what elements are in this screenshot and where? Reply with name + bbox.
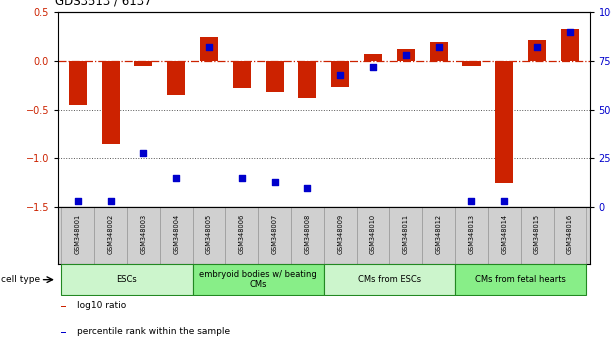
Bar xyxy=(488,207,521,264)
Bar xyxy=(167,61,185,95)
Text: GSM348013: GSM348013 xyxy=(469,214,475,254)
Text: GSM348004: GSM348004 xyxy=(173,214,179,255)
Bar xyxy=(422,207,455,264)
Point xyxy=(139,150,148,155)
Bar xyxy=(324,264,455,295)
Text: CMs from fetal hearts: CMs from fetal hearts xyxy=(475,275,566,284)
Text: embryoid bodies w/ beating
CMs: embryoid bodies w/ beating CMs xyxy=(199,270,317,289)
Bar xyxy=(455,207,488,264)
Point xyxy=(73,198,82,204)
Point xyxy=(368,64,378,70)
Bar xyxy=(554,207,587,264)
Text: log10 ratio: log10 ratio xyxy=(76,301,126,310)
Bar xyxy=(291,207,324,264)
Point xyxy=(106,198,115,204)
Bar xyxy=(61,207,94,264)
Text: GSM348006: GSM348006 xyxy=(239,214,245,255)
Text: CMs from ESCs: CMs from ESCs xyxy=(358,275,421,284)
Bar xyxy=(101,61,120,144)
Text: GSM348016: GSM348016 xyxy=(567,214,573,254)
Point xyxy=(237,175,247,181)
Point xyxy=(269,179,279,185)
Bar xyxy=(496,61,513,183)
Point xyxy=(401,52,411,58)
Bar xyxy=(266,61,284,92)
Point xyxy=(335,72,345,78)
Bar xyxy=(397,49,415,61)
Bar xyxy=(200,37,218,61)
Text: GSM348009: GSM348009 xyxy=(337,214,343,254)
Text: GSM348002: GSM348002 xyxy=(108,214,114,255)
Point xyxy=(302,185,312,190)
Point xyxy=(499,198,509,204)
Bar xyxy=(561,29,579,61)
Bar xyxy=(225,207,258,264)
Text: GSM348010: GSM348010 xyxy=(370,214,376,254)
Text: GSM348014: GSM348014 xyxy=(501,214,507,254)
Text: GSM348015: GSM348015 xyxy=(534,214,540,254)
Bar xyxy=(528,40,546,61)
Point xyxy=(171,175,181,181)
Text: GSM348012: GSM348012 xyxy=(436,214,442,254)
Text: cell type: cell type xyxy=(1,275,40,284)
Bar xyxy=(159,207,192,264)
Text: percentile rank within the sample: percentile rank within the sample xyxy=(76,327,230,336)
Bar xyxy=(455,264,587,295)
Text: GSM348008: GSM348008 xyxy=(304,214,310,255)
Bar xyxy=(357,207,389,264)
Bar xyxy=(233,61,251,88)
Point xyxy=(467,198,477,204)
Bar xyxy=(324,207,357,264)
Text: GDS3513 / 6137: GDS3513 / 6137 xyxy=(55,0,152,7)
Point xyxy=(532,45,542,50)
Bar xyxy=(331,61,349,87)
Text: GSM348001: GSM348001 xyxy=(75,214,81,254)
Bar xyxy=(60,306,67,307)
Bar xyxy=(521,207,554,264)
Bar xyxy=(364,54,382,61)
Point xyxy=(204,45,214,50)
Text: GSM348003: GSM348003 xyxy=(141,214,147,254)
Text: ESCs: ESCs xyxy=(117,275,137,284)
Text: GSM348005: GSM348005 xyxy=(206,214,212,255)
Bar xyxy=(61,264,192,295)
Text: GSM348011: GSM348011 xyxy=(403,214,409,254)
Bar xyxy=(389,207,422,264)
Bar xyxy=(134,61,152,66)
Bar xyxy=(192,207,225,264)
Bar xyxy=(60,332,67,333)
Bar xyxy=(192,264,324,295)
Bar xyxy=(463,61,480,66)
Bar xyxy=(94,207,127,264)
Point xyxy=(565,29,575,35)
Bar xyxy=(298,61,316,98)
Bar xyxy=(127,207,159,264)
Bar xyxy=(430,41,448,61)
Bar xyxy=(258,207,291,264)
Bar xyxy=(68,61,87,105)
Text: GSM348007: GSM348007 xyxy=(272,214,277,255)
Point xyxy=(434,45,444,50)
